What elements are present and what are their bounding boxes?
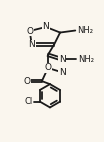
Text: NH₂: NH₂ <box>78 55 94 64</box>
Text: N: N <box>59 68 66 77</box>
Text: N: N <box>43 22 49 32</box>
Text: Cl: Cl <box>25 97 33 106</box>
Text: NH₂: NH₂ <box>77 26 93 35</box>
Text: N: N <box>28 40 35 49</box>
Text: O: O <box>26 27 33 36</box>
Text: N: N <box>59 55 66 64</box>
Text: O: O <box>44 63 51 72</box>
Text: O: O <box>23 77 30 86</box>
